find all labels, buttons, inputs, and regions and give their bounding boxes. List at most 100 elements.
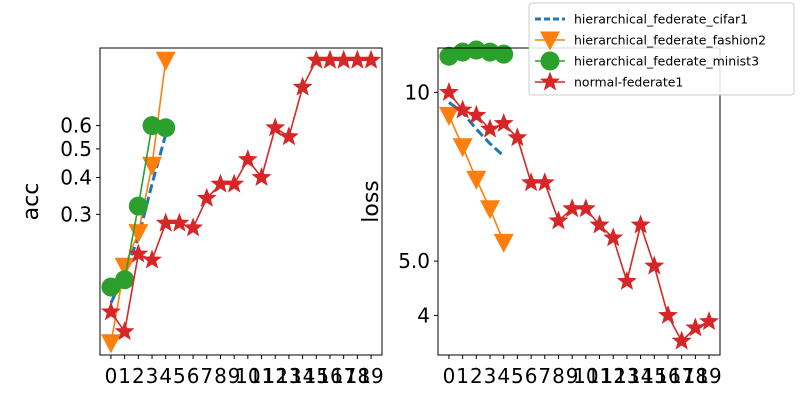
legend-box bbox=[528, 2, 795, 96]
acc-x-tick-label-4: 4 bbox=[159, 364, 172, 388]
legend-label-0: hierarchical_federate_cifar1 bbox=[574, 12, 748, 27]
loss-point-normal-7 bbox=[534, 172, 555, 192]
loss-point-normal-5 bbox=[507, 127, 528, 147]
acc-x-tick-label-15: 15 bbox=[304, 364, 329, 388]
loss-point-normal-12 bbox=[603, 227, 624, 247]
acc-point-fashion-1 bbox=[114, 257, 135, 277]
acc-series-normal-federate1 bbox=[100, 49, 382, 341]
acc-x-tick-label-8: 8 bbox=[214, 364, 227, 388]
loss-x-tick-label-5: 5 bbox=[511, 364, 524, 388]
acc-y-tick-label-0: 0.3 bbox=[60, 202, 92, 226]
legend-swatch-marker-2 bbox=[540, 51, 560, 71]
loss-x-tick-label-17: 17 bbox=[669, 364, 694, 388]
acc-point-normal-7 bbox=[196, 187, 217, 207]
loss-x-tick-label-16: 16 bbox=[655, 364, 680, 388]
loss-x-tick-label-10: 10 bbox=[573, 364, 598, 388]
acc-point-normal-18 bbox=[347, 49, 368, 69]
loss-x-tick-label-1: 1 bbox=[456, 364, 469, 388]
acc-x-tick-label-14: 14 bbox=[290, 364, 315, 388]
legend-entry-hierarchical-federate-minist3: hierarchical_federate_minist3 bbox=[535, 51, 759, 71]
loss-y-axis-label: loss bbox=[359, 180, 384, 223]
acc-point-normal-17 bbox=[333, 49, 354, 69]
acc-y-tick-label-3: 0.6 bbox=[60, 114, 92, 138]
loss-x-tick-label-2: 2 bbox=[470, 364, 483, 388]
acc-point-normal-5 bbox=[169, 212, 190, 232]
acc-point-normal-11 bbox=[251, 167, 272, 187]
acc-x-tick-label-16: 16 bbox=[317, 364, 342, 388]
loss-x-tick-label-8: 8 bbox=[552, 364, 565, 388]
acc-point-fashion-0 bbox=[100, 334, 121, 354]
acc-x-tick-label-5: 5 bbox=[173, 364, 186, 388]
loss-x-tick-label-15: 15 bbox=[642, 364, 667, 388]
loss-point-normal-8 bbox=[548, 210, 569, 230]
acc-point-normal-12 bbox=[265, 117, 286, 137]
loss-point-normal-3 bbox=[480, 118, 501, 138]
loss-point-fashion-2 bbox=[466, 170, 487, 190]
loss-point-fashion-4 bbox=[493, 233, 514, 253]
acc-point-minist-4 bbox=[156, 118, 176, 138]
acc-point-normal-13 bbox=[278, 126, 299, 146]
loss-series-hierarchical-federate-fashion2 bbox=[438, 106, 514, 253]
loss-x-tick-label-6: 6 bbox=[525, 364, 538, 388]
loss-point-normal-10 bbox=[575, 198, 596, 218]
loss-x-tick-label-11: 11 bbox=[587, 364, 612, 388]
loss-point-fashion-3 bbox=[480, 200, 501, 220]
acc-x-tick-label-2: 2 bbox=[132, 364, 145, 388]
loss-point-normal-11 bbox=[589, 214, 610, 234]
loss-x-tick-label-18: 18 bbox=[683, 364, 708, 388]
acc-x-tick-label-3: 3 bbox=[146, 364, 159, 388]
loss-x-tick-label-9: 9 bbox=[566, 364, 579, 388]
loss-point-normal-17 bbox=[671, 330, 692, 350]
loss-x-tick-label-19: 19 bbox=[696, 364, 721, 388]
loss-point-normal-9 bbox=[562, 198, 583, 218]
loss-x-tick-label-12: 12 bbox=[600, 364, 625, 388]
acc-x-tick-label-13: 13 bbox=[276, 364, 301, 388]
acc-x-tick-label-1: 1 bbox=[118, 364, 131, 388]
acc-point-normal-6 bbox=[183, 217, 204, 237]
loss-point-normal-0 bbox=[438, 81, 459, 101]
acc-point-normal-9 bbox=[224, 173, 245, 193]
acc-axes-frame bbox=[99, 47, 383, 356]
acc-series-hierarchical-federate-minist3 bbox=[101, 116, 176, 297]
acc-x-tick-label-12: 12 bbox=[262, 364, 287, 388]
acc-point-normal-8 bbox=[210, 173, 231, 193]
acc-point-normal-19 bbox=[361, 49, 382, 69]
legend-label-3: normal-federate1 bbox=[574, 75, 683, 90]
loss-series-hierarchical-federate-minist3 bbox=[439, 40, 514, 66]
acc-x-tick-label-9: 9 bbox=[228, 364, 241, 388]
loss-point-normal-1 bbox=[452, 99, 473, 119]
acc-point-normal-14 bbox=[292, 76, 313, 96]
acc-line-normal-federate1 bbox=[110, 59, 372, 333]
acc-x-tick-label-10: 10 bbox=[235, 364, 260, 388]
loss-point-normal-13 bbox=[616, 270, 637, 290]
loss-y-tick-label-1: 5.0 bbox=[398, 249, 430, 273]
loss-point-normal-2 bbox=[466, 104, 487, 124]
loss-point-fashion-1 bbox=[452, 138, 473, 158]
acc-point-fashion-4 bbox=[155, 51, 176, 71]
legend-entry-hierarchical-federate-cifar1: hierarchical_federate_cifar1 bbox=[535, 12, 748, 27]
acc-point-normal-16 bbox=[319, 49, 340, 69]
loss-point-normal-6 bbox=[521, 172, 542, 192]
acc-plot: 0 1 2 3 4 5 6 7 8 9101112131415161718190.30.40.50… bbox=[19, 47, 384, 388]
loss-point-normal-18 bbox=[685, 317, 706, 337]
acc-x-tick-label-11: 11 bbox=[249, 364, 274, 388]
legend: hierarchical_federate_cifar1 hierarchical… bbox=[528, 2, 795, 96]
loss-point-normal-14 bbox=[630, 214, 651, 234]
acc-x-tick-label-6: 6 bbox=[187, 364, 200, 388]
loss-point-normal-16 bbox=[657, 304, 678, 324]
acc-point-minist-2 bbox=[128, 196, 148, 216]
acc-x-tick-label-7: 7 bbox=[200, 364, 213, 388]
acc-point-normal-2 bbox=[128, 243, 149, 263]
acc-point-normal-10 bbox=[237, 149, 258, 169]
acc-x-tick-label-17: 17 bbox=[331, 364, 356, 388]
acc-point-normal-4 bbox=[155, 212, 176, 232]
acc-y-axis-label: acc bbox=[19, 183, 44, 221]
legend-entry-hierarchical-federate-fashion2: hierarchical_federate_fashion2 bbox=[535, 31, 766, 51]
acc-x-tick-label-19: 19 bbox=[358, 364, 383, 388]
loss-point-fashion-0 bbox=[438, 106, 459, 126]
loss-x-tick-label-4: 4 bbox=[497, 364, 510, 388]
loss-y-tick-label-2: 10 bbox=[405, 80, 430, 104]
legend-label-2: hierarchical_federate_minist3 bbox=[574, 54, 759, 69]
loss-x-tick-label-3: 3 bbox=[484, 364, 497, 388]
